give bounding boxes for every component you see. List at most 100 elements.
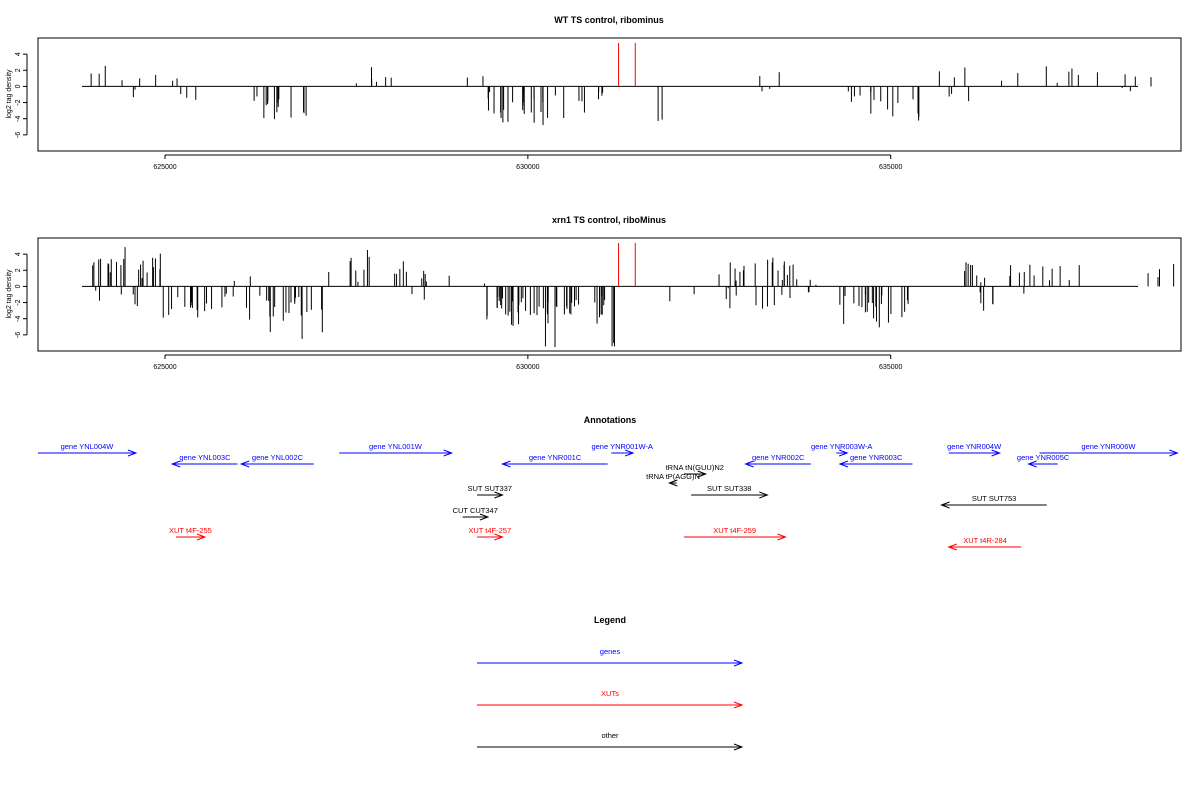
annotation-arrowhead (479, 513, 490, 521)
annotation-feature: gene YNR001C (501, 453, 608, 468)
annotation-label: gene YNR004W (947, 442, 1002, 451)
annotation-arrowhead (744, 460, 754, 468)
annotation-feature: CUT CUT347 (453, 506, 498, 521)
wt-y-tick-label: 0 (15, 84, 22, 88)
annotation-feature: gene YNL003C (170, 453, 238, 468)
xrn1-x-tick-label: 630000 (516, 364, 539, 371)
annotation-feature: gene YNL004W (38, 442, 138, 457)
xrn1-coverage-bars (82, 247, 1175, 348)
annotations-title: Annotations (584, 415, 637, 425)
annotation-arrowhead (697, 470, 708, 478)
wt-red-markers (618, 43, 636, 87)
xrn1-y-axis: 4 2 0 -2 -4 -6 (15, 252, 28, 338)
annotation-feature: XUT t4F-255 (169, 526, 212, 541)
annotation-label: gene YNL004W (61, 442, 115, 451)
annotation-feature: tRNA tP(AGG)N (646, 472, 700, 487)
wt-y-tick-label: 2 (15, 68, 22, 72)
annotation-arrowhead (1169, 449, 1179, 457)
annotation-feature: XUT t4F-257 (468, 526, 511, 541)
legend-arrowhead (733, 659, 744, 667)
annotation-arrowhead (501, 460, 511, 468)
annotation-arrowhead (443, 449, 454, 457)
xrn1-x-axis: 625000 630000 635000 (153, 354, 902, 371)
wt-y-tick-label: -6 (15, 132, 22, 138)
annotation-label: gene YNR001C (529, 453, 582, 462)
annotation-feature: tRNA tN(GUU)N2 (666, 463, 724, 478)
annotation-feature: SUT SUT337 (468, 484, 512, 499)
xrn1-y-tick-label: 4 (15, 252, 22, 256)
legend-entry: genes (477, 647, 744, 667)
annotation-arrowhead (1027, 460, 1037, 468)
xrn1-y-tick-label: -6 (15, 332, 22, 338)
wt-coverage-bars (82, 65, 1152, 126)
xrn1-plot-frame (37, 237, 1182, 352)
annotation-label: gene YNL002C (252, 453, 304, 462)
annotation-arrowhead (494, 491, 504, 499)
annotation-arrowhead (777, 533, 787, 541)
annotation-arrowhead (239, 460, 250, 468)
wt-x-tick-label: 625000 (153, 164, 176, 171)
annotation-label: tRNA tP(AGG)N (646, 472, 700, 481)
legend-arrowhead (733, 743, 744, 751)
xrn1-x-tick-label: 625000 (153, 364, 176, 371)
wt-x-axis: 625000 630000 635000 (153, 154, 902, 171)
annotation-feature: gene YNL001W (339, 442, 454, 457)
annotation-label: tRNA tN(GUU)N2 (666, 463, 724, 472)
annotation-feature: XUT t4R-284 (947, 536, 1022, 551)
legend-arrowhead (733, 701, 744, 709)
annotation-feature: gene YNR006W (1039, 442, 1179, 457)
annotation-feature: XUT t4F-259 (683, 526, 787, 541)
wt-panel-title: WT TS control, ribominus (554, 15, 664, 25)
annotation-features: gene YNL004W gene YNL003C gene YNL002C gene… (38, 442, 1179, 551)
legend-title: Legend (594, 615, 626, 625)
annotation-label: SUT SUT337 (468, 484, 512, 493)
annotation-label: SUT SUT338 (707, 484, 751, 493)
xrn1-red-markers (618, 243, 636, 287)
wt-y-axis-label: log2 tag density (6, 69, 13, 119)
annotation-feature: SUT SUT753 (940, 494, 1047, 509)
wt-y-tick-label: -2 (15, 99, 22, 105)
legend-panel: Legend genes XUTs other (477, 615, 744, 751)
xrn1-y-tick-label: -2 (15, 299, 22, 305)
xrn1-x-tick-label: 635000 (879, 364, 902, 371)
legend-entries: genes XUTs other (477, 647, 744, 751)
xrn1-y-axis-label: log2 tag density (6, 269, 13, 319)
annotation-feature: gene YNR003C (838, 453, 913, 468)
annotation-arrowhead (838, 449, 849, 457)
wt-plot-frame (37, 37, 1182, 152)
legend-entry: XUTs (477, 689, 744, 709)
legend-label: other (601, 731, 619, 740)
annotation-arrowhead (170, 460, 181, 468)
annotation-label: gene YNL001W (369, 442, 423, 451)
legend-label: genes (600, 647, 621, 656)
wt-y-tick-label: 4 (15, 52, 22, 56)
annotation-label: XUT t4F-257 (468, 526, 511, 535)
xrn1-y-tick-label: -4 (15, 316, 22, 322)
annotation-arrowhead (196, 533, 207, 541)
annotation-arrowhead (624, 449, 635, 457)
annotation-arrowhead (838, 460, 849, 468)
annotation-feature: gene YNR001W-A (591, 442, 653, 457)
annotation-label: gene YNR003C (850, 453, 903, 462)
wt-x-tick-label: 630000 (516, 164, 539, 171)
annotation-arrowhead (494, 533, 504, 541)
legend-entry: other (477, 731, 744, 751)
annotation-arrowhead (947, 543, 957, 551)
annotation-label: SUT SUT753 (972, 494, 1016, 503)
annotation-arrowhead (759, 491, 769, 499)
annotation-label: CUT CUT347 (453, 506, 498, 515)
annotation-label: XUT t4F-255 (169, 526, 212, 535)
annotation-label: gene YNR002C (752, 453, 805, 462)
annotation-feature: gene YNR003W-A (811, 442, 872, 457)
annotation-label: gene YNR005C (1017, 453, 1070, 462)
wt-coverage-panel: WT TS control, ribominus 4 2 0 -2 -4 -6 log2 … (6, 15, 1182, 171)
annotation-label: XUT t4F-259 (713, 526, 756, 535)
annotation-label: XUT t4R-284 (963, 536, 1007, 545)
legend-label: XUTs (601, 689, 619, 698)
annotation-label: gene YNR006W (1081, 442, 1136, 451)
annotation-feature: gene YNR004W (947, 442, 1002, 457)
xrn1-coverage-panel: xrn1 TS control, riboMinus 4 2 0 -2 -4 -6 log… (6, 215, 1182, 371)
annotation-label: gene YNL003C (179, 453, 231, 462)
